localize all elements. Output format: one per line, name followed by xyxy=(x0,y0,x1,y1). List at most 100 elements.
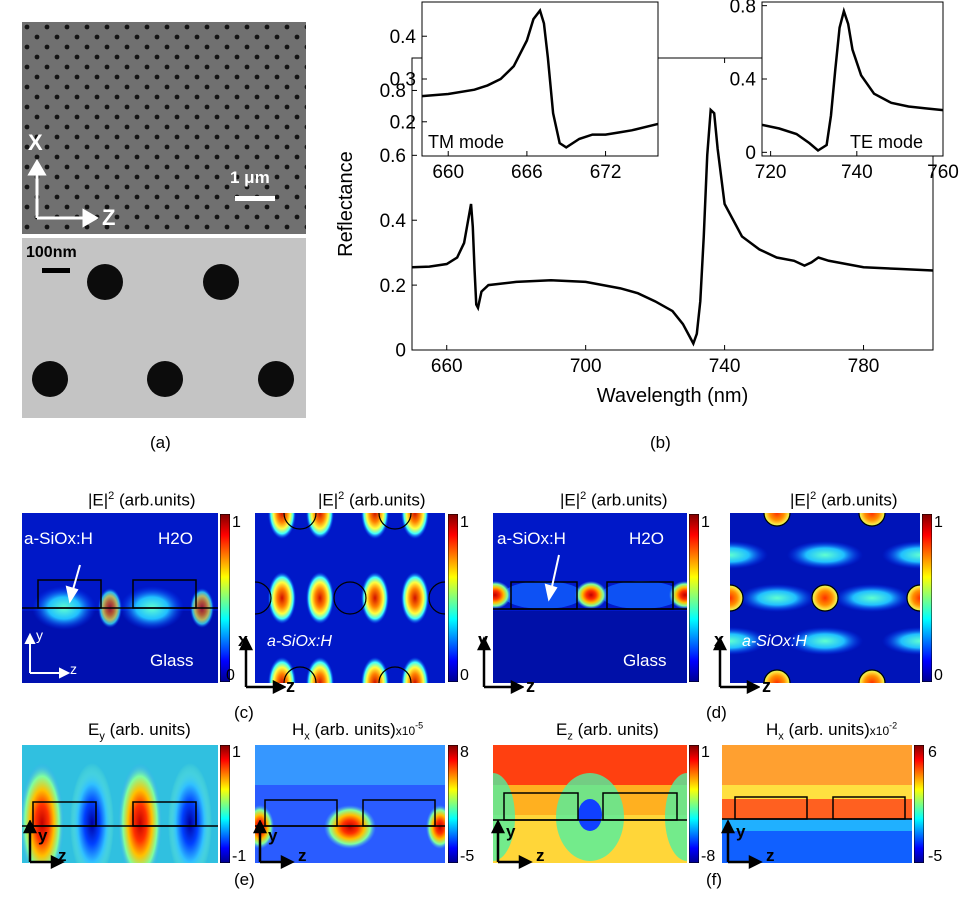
axes-f2-icon xyxy=(720,820,763,870)
main-ytick-label: 0 xyxy=(395,341,406,362)
field-hotspot xyxy=(306,572,334,624)
field-map-c1: a-SiOx:H H2O Glass y z xyxy=(22,513,218,683)
cbar-e1-max: 1 xyxy=(232,744,241,761)
sem-axis-z: Z xyxy=(102,205,116,230)
axes-d1-icon xyxy=(476,636,524,695)
field-hotspot xyxy=(787,627,863,655)
cbar-e1-min: -1 xyxy=(232,848,247,865)
cbar-d2-min: 0 xyxy=(934,667,943,684)
map-c2-axis-x: x xyxy=(238,630,249,650)
inset-tm-ytick-label: 0.2 xyxy=(390,112,416,133)
inset-te-ytick-label: 0 xyxy=(745,143,756,164)
panel-label-b: (b) xyxy=(650,433,671,452)
reflectance-chart: 660 700 740 780 0 0.2 0.4 0.6 0.8 Wavelength (nm)… xyxy=(335,0,959,407)
main-ytick-label: 0.8 xyxy=(380,81,406,102)
cbar-c1-max: 1 xyxy=(232,514,241,531)
field-hotspot xyxy=(401,572,429,624)
panel-label-d: (d) xyxy=(706,703,727,722)
field-hotspot xyxy=(361,572,389,624)
map-f1-title: Ez (arb. units) xyxy=(556,720,659,743)
inset-tm-xtick-label: 672 xyxy=(590,162,622,183)
inset-te-ytick-label: 0.8 xyxy=(730,0,756,17)
map-d2-material: a-SiOx:H xyxy=(742,633,807,650)
map-c2-title: |E|2 (arb.units) xyxy=(318,490,426,510)
inset-te-frame xyxy=(761,1,944,157)
map-d1-substrate: Glass xyxy=(623,651,667,670)
cbar-e2-min: -5 xyxy=(460,848,475,865)
inset-te-series-line xyxy=(761,6,944,153)
panel-label-a: (a) xyxy=(150,433,171,452)
field-hotspot xyxy=(739,584,815,612)
inset-tm-xtick-label: 660 xyxy=(432,162,464,183)
colorbar-f1 xyxy=(688,744,700,864)
axes-d2-icon xyxy=(712,636,760,695)
axes-f1-icon xyxy=(490,820,533,870)
map-c1-axis-y: y xyxy=(36,627,43,643)
inset-te-ytick-label: 0.4 xyxy=(730,70,757,91)
cbar-f1-max: 1 xyxy=(701,744,710,761)
map-d1-axis-z: z xyxy=(526,676,535,696)
map-d1-axis-y: y xyxy=(478,630,489,650)
main-xtick-label: 780 xyxy=(848,356,880,377)
map-c1-medium: H2O xyxy=(158,529,193,548)
map-c1-title: |E|2 (arb.units) xyxy=(88,490,196,510)
map-c1-material: a-SiOx:H xyxy=(24,529,93,548)
inset-te-xtick-label: 740 xyxy=(841,162,873,183)
main-series-line xyxy=(411,107,934,347)
sem-scale-bar xyxy=(235,196,275,201)
colorbar-d2 xyxy=(921,513,933,683)
map-f1-axis-y: y xyxy=(506,822,516,841)
map-d2-axis-z: z xyxy=(762,676,771,696)
inset-te-xtick-label: 760 xyxy=(927,162,959,183)
main-xtick-label: 740 xyxy=(709,356,741,377)
panel-label-e: (e) xyxy=(234,870,255,889)
inset-tm-mode-label: TM mode xyxy=(428,132,504,152)
main-ytick-label: 0.4 xyxy=(380,211,407,232)
cbar-c1-min: 0 xyxy=(226,667,235,684)
main-xtick-label: 660 xyxy=(431,356,463,377)
map-d1-medium: H2O xyxy=(629,529,664,548)
cbar-d2-max: 1 xyxy=(934,514,943,531)
panel-label-c: (c) xyxy=(234,703,254,722)
field-map-f2 xyxy=(722,745,912,863)
sem-scale-bottom: 100nm xyxy=(26,244,77,261)
sem-top-image: X Z 1 μm xyxy=(22,22,306,234)
inset-tm-frame xyxy=(421,1,659,157)
map-e2-axis-z: z xyxy=(298,846,307,865)
map-d2-axis-x: x xyxy=(714,630,725,650)
inset-tm-ytick-label: 0.4 xyxy=(390,27,417,48)
map-d1-material: a-SiOx:H xyxy=(497,529,566,548)
field-hotspot xyxy=(834,584,910,612)
sem-axis-x: X xyxy=(28,130,43,155)
map-c2-axis-z: z xyxy=(286,676,295,696)
main-ytick-label: 0.2 xyxy=(380,276,406,297)
field-map-d2: a-SiOx:H xyxy=(692,499,958,697)
sem-scale-top: 1 μm xyxy=(230,168,270,187)
map-e2-title: Hx (arb. units)x10-5 xyxy=(292,720,424,743)
main-xtick-label: 700 xyxy=(570,356,602,377)
map-c1-substrate: Glass xyxy=(150,651,194,670)
colorbar-e1 xyxy=(219,744,231,864)
main-xlabel: Wavelength (nm) xyxy=(597,385,749,407)
colorbar-d1 xyxy=(688,513,700,683)
cbar-d1-max: 1 xyxy=(701,514,710,531)
inset-tm-xtick-label: 666 xyxy=(511,162,543,183)
axes-c2-icon xyxy=(238,636,286,695)
colorbar-c2 xyxy=(447,513,459,683)
map-f2-title: Hx (arb. units)x10-2 xyxy=(766,720,898,743)
colorbar-c1 xyxy=(219,513,231,683)
inset-tm-ytick-label: 0.3 xyxy=(390,70,416,91)
panel-label-f: (f) xyxy=(706,870,723,889)
map-e1-title: Ey (arb. units) xyxy=(88,720,191,743)
map-e1-axis-y: y xyxy=(38,826,48,845)
inset-te-mode-label: TE mode xyxy=(850,132,923,152)
cbar-c2-max: 1 xyxy=(460,514,469,531)
map-c2-material: a-SiOx:H xyxy=(267,633,332,650)
map-f2-axis-z: z xyxy=(766,846,775,865)
field-map-f1 xyxy=(471,745,709,863)
inset-tm-series-line xyxy=(421,7,659,149)
sem-axes-icon xyxy=(27,159,99,228)
map-c1-axis-z: z xyxy=(70,661,77,677)
map-f1-axis-z: z xyxy=(536,846,545,865)
axes-e1-icon xyxy=(22,820,65,870)
